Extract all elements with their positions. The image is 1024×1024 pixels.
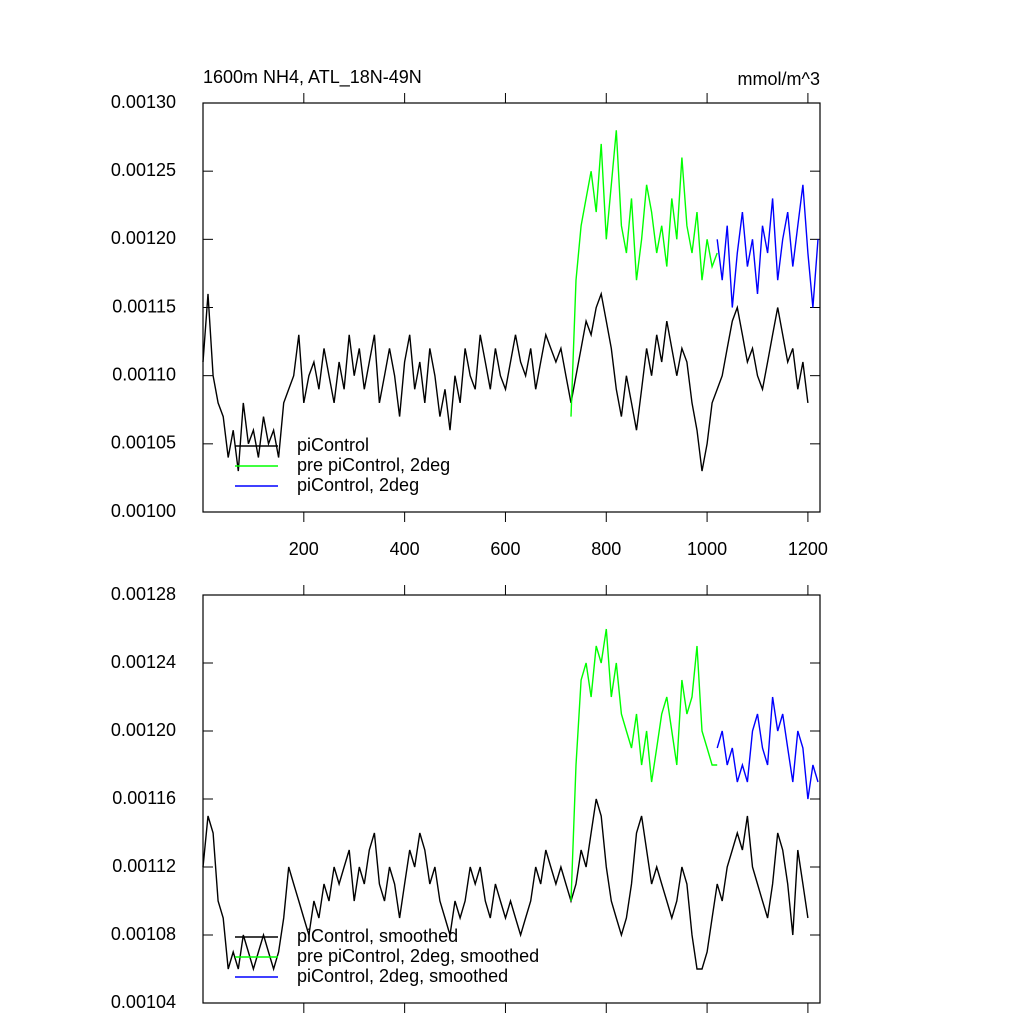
y-tick-label: 0.00120: [111, 720, 176, 740]
y-tick-label: 0.00125: [111, 160, 176, 180]
y-tick-label: 0.00120: [111, 228, 176, 248]
y-tick-label: 0.00104: [111, 992, 176, 1012]
y-tick-label: 0.00110: [112, 364, 176, 384]
legend-label: piControl, 2deg, smoothed: [297, 966, 508, 986]
y-tick-label: 0.00128: [111, 584, 176, 604]
plot-frame: [202, 102, 821, 513]
y-tick-label: 0.00115: [112, 296, 176, 316]
data-line: [716, 696, 819, 800]
plot-frame: [202, 594, 821, 1004]
legend-label: pre piControl, 2deg: [297, 455, 450, 475]
x-tick-label: 1000: [687, 539, 727, 559]
data-line: [570, 130, 718, 417]
legend-label: piControl, 2deg: [297, 475, 419, 495]
y-tick-label: 0.00116: [112, 788, 176, 808]
legend-label: piControl, smoothed: [297, 926, 458, 946]
x-tick-label: 600: [490, 539, 520, 559]
data-line: [716, 184, 819, 308]
y-tick-label: 0.00124: [111, 652, 176, 672]
y-tick-label: 0.00130: [111, 92, 176, 112]
x-tick-label: 200: [289, 539, 319, 559]
x-tick-label: 800: [591, 539, 621, 559]
y-tick-label: 0.00108: [111, 924, 176, 944]
y-tick-label: 0.00112: [112, 856, 176, 876]
legend-label: pre piControl, 2deg, smoothed: [297, 946, 539, 966]
data-line: [202, 291, 809, 472]
data-line: [570, 628, 718, 902]
chart-title: 1600m NH4, ATL_18N-49N: [203, 67, 422, 88]
data-line: [202, 798, 809, 972]
x-tick-label: 400: [390, 539, 420, 559]
units-label: mmol/m^3: [738, 69, 820, 89]
y-tick-label: 0.00100: [111, 501, 176, 521]
y-tick-label: 0.00105: [111, 433, 176, 453]
legend-label: piControl: [297, 435, 369, 455]
x-tick-label: 1200: [788, 539, 828, 559]
